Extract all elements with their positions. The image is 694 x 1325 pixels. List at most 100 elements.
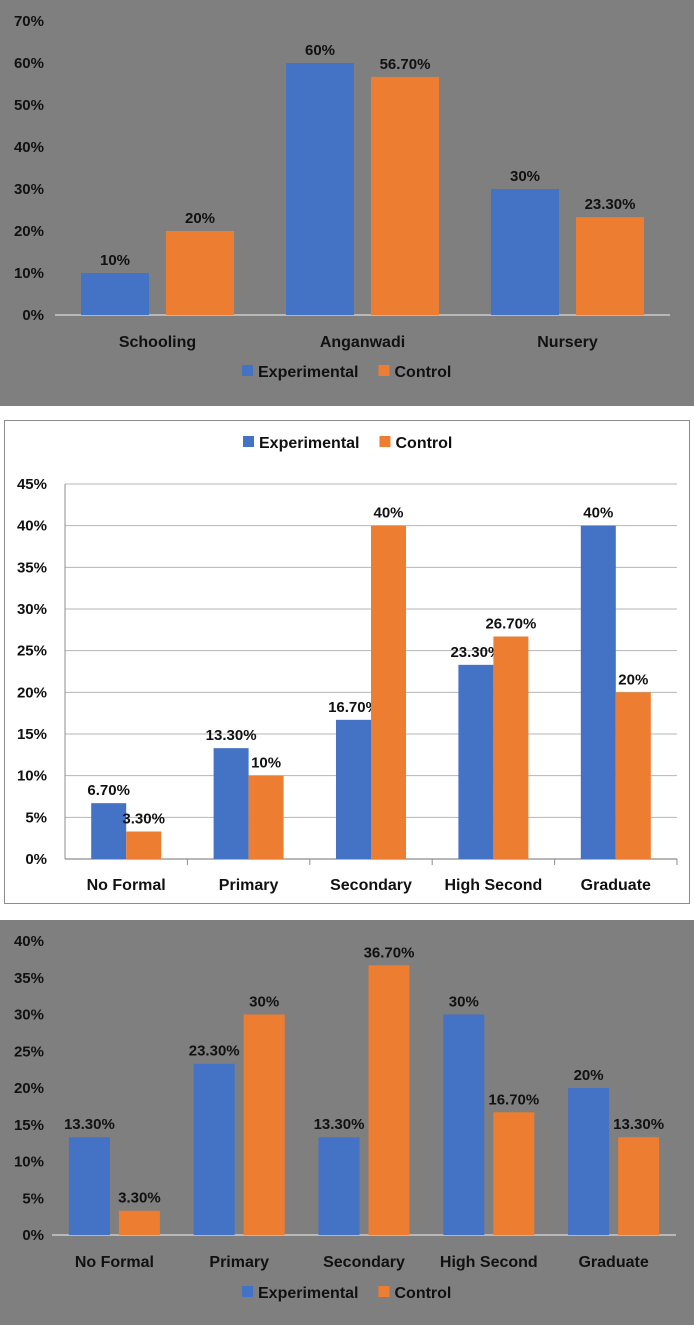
data-label: 23.30%	[585, 196, 636, 213]
bar-experimental-nursery	[491, 189, 559, 315]
y-tick-label: 45%	[17, 476, 47, 493]
bar-control-graduate	[618, 1137, 660, 1235]
legend-swatch-control	[378, 1286, 390, 1297]
legend-swatch-experimental	[243, 436, 254, 447]
legend-label-experimental: Experimental	[258, 1285, 358, 1302]
x-category-label: Anganwadi	[320, 334, 405, 351]
data-label: 23.30%	[450, 644, 501, 661]
bar-experimental-primary	[193, 1063, 235, 1235]
data-label: 30%	[449, 994, 479, 1011]
bar-experimental-primary	[213, 748, 249, 859]
bar-control-no-formal	[126, 831, 162, 859]
legend-label-control: Control	[395, 435, 452, 452]
y-tick-label: 35%	[14, 970, 44, 987]
bar-control-primary	[248, 775, 284, 859]
chart-panel-2: 0% 5% 10% 15% 20% 25% 30% 35% 40% 45% 6.70% 3.30% No…	[4, 420, 690, 904]
bar-chart-3: 0% 5% 10% 15% 20% 25% 30% 35% 40% 13.30% 3.30% No F…	[14, 933, 676, 1302]
data-label: 3.30%	[122, 811, 165, 828]
legend-swatch-experimental	[242, 365, 253, 376]
y-tick-label: 20%	[17, 684, 47, 701]
bar-experimental-secondary	[336, 719, 371, 859]
y-tick-label: 25%	[14, 1043, 44, 1060]
bar-experimental-no-formal	[91, 803, 127, 859]
legend-swatch-experimental	[242, 1286, 253, 1297]
x-category-label: High Second	[440, 1254, 538, 1271]
y-tick-label: 5%	[25, 809, 47, 826]
bar-experimental-high-second	[443, 1014, 485, 1235]
y-tick-label: 30%	[14, 181, 44, 198]
data-label: 40%	[373, 505, 403, 522]
x-category-label: No Formal	[87, 877, 166, 894]
y-tick-label: 15%	[14, 1117, 44, 1134]
bar-experimental-high-second	[458, 664, 494, 859]
bar-experimental-schooling	[81, 273, 149, 315]
bar-chart-1: 0% 10% 20% 30% 40% 50% 60% 70% 10% 20% Schooling 60…	[14, 13, 670, 381]
x-category-label: Schooling	[119, 334, 196, 351]
x-category-label: Secondary	[330, 877, 412, 894]
data-label: 20%	[574, 1067, 604, 1084]
bar-experimental-graduate	[568, 1088, 610, 1235]
data-label: 60%	[305, 42, 335, 59]
y-tick-label: 0%	[22, 307, 44, 324]
data-label: 30%	[510, 168, 540, 185]
legend-label-experimental: Experimental	[259, 435, 359, 452]
legend-label-control: Control	[394, 1285, 451, 1302]
y-tick-label: 70%	[14, 13, 44, 30]
y-tick-label: 30%	[17, 601, 47, 618]
data-label: 10%	[100, 252, 130, 269]
data-label: 13.30%	[206, 727, 257, 744]
y-tick-label: 40%	[17, 518, 47, 535]
chart-panel-1: 0% 10% 20% 30% 40% 50% 60% 70% 10% 20% Schooling 60…	[0, 0, 694, 406]
chart-panel-3: 0% 5% 10% 15% 20% 25% 30% 35% 40% 13.30% 3.30% No F…	[0, 920, 694, 1325]
bar-experimental-anganwadi	[286, 63, 354, 315]
bar-experimental-secondary	[318, 1137, 360, 1235]
data-label: 16.70%	[328, 699, 379, 716]
data-label: 20%	[185, 210, 215, 227]
bar-experimental-graduate	[580, 525, 616, 859]
legend-label-experimental: Experimental	[258, 364, 358, 381]
bar-control-primary	[243, 1014, 285, 1235]
x-category-label: Secondary	[323, 1254, 405, 1271]
y-tick-label: 20%	[14, 1080, 44, 1097]
data-label: 13.30%	[64, 1116, 115, 1133]
legend-label-control: Control	[394, 364, 451, 381]
legend-swatch-control	[378, 365, 390, 376]
bar-control-high-second	[493, 1112, 535, 1235]
bar-control-no-formal	[118, 1210, 160, 1235]
bar-control-nursery	[576, 217, 644, 315]
legend-swatch-control	[379, 436, 391, 447]
x-category-label: Primary	[209, 1254, 269, 1271]
bar-control-high-second	[493, 636, 529, 859]
x-category-label: Primary	[219, 877, 279, 894]
bar-experimental-no-formal	[68, 1137, 110, 1235]
data-label: 10%	[251, 755, 281, 772]
data-label: 26.70%	[485, 616, 536, 633]
y-tick-label: 10%	[14, 1154, 44, 1171]
data-label: 36.70%	[364, 944, 415, 961]
data-label: 3.30%	[118, 1190, 161, 1207]
bar-chart-2: 0% 5% 10% 15% 20% 25% 30% 35% 40% 45% 6.70% 3.30% No…	[17, 435, 678, 894]
y-tick-label: 40%	[14, 933, 44, 950]
bar-control-graduate	[615, 692, 651, 859]
x-category-label: Graduate	[581, 877, 651, 894]
y-tick-label: 15%	[17, 726, 47, 743]
y-tick-label: 35%	[17, 559, 47, 576]
y-tick-label: 0%	[22, 1227, 44, 1244]
x-category-label: Graduate	[578, 1254, 648, 1271]
y-tick-label: 25%	[17, 643, 47, 660]
data-label: 40%	[583, 505, 613, 522]
data-label: 13.30%	[613, 1116, 664, 1133]
y-tick-label: 10%	[14, 265, 44, 282]
x-category-label: High Second	[445, 877, 543, 894]
data-label: 23.30%	[189, 1043, 240, 1060]
y-tick-label: 60%	[14, 55, 44, 72]
data-label: 13.30%	[314, 1116, 365, 1133]
y-tick-label: 20%	[14, 223, 44, 240]
y-tick-label: 50%	[14, 97, 44, 114]
y-tick-label: 0%	[25, 851, 47, 868]
y-tick-label: 10%	[17, 768, 47, 785]
bar-control-schooling	[166, 231, 234, 315]
data-label: 56.70%	[380, 56, 431, 73]
data-label: 20%	[618, 671, 648, 688]
y-tick-label: 30%	[14, 1007, 44, 1024]
